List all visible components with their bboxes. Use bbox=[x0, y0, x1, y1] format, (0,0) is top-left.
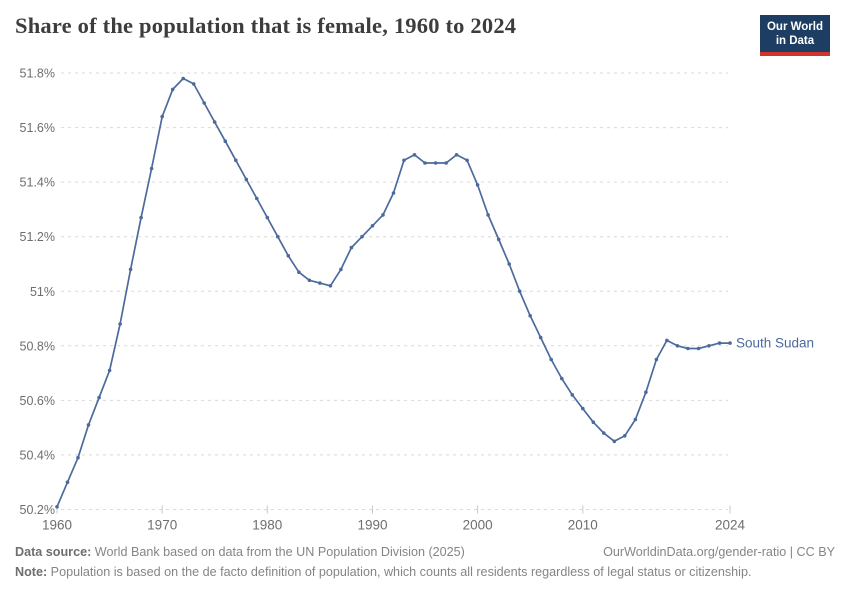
data-point-1982[interactable] bbox=[286, 254, 291, 258]
data-source-line: Data source: World Bank based on data fr… bbox=[15, 543, 465, 563]
data-point-2000[interactable] bbox=[475, 183, 480, 187]
data-point-2001[interactable] bbox=[486, 213, 490, 217]
data-point-1988[interactable] bbox=[349, 245, 354, 250]
data-point-1960[interactable] bbox=[55, 505, 59, 509]
data-point-1976[interactable] bbox=[223, 139, 228, 143]
data-point-1986[interactable] bbox=[328, 284, 333, 288]
data-point-2010[interactable] bbox=[581, 406, 585, 411]
data-point-2009[interactable] bbox=[570, 393, 575, 397]
data-point-1999[interactable] bbox=[465, 158, 469, 163]
data-point-1991[interactable] bbox=[381, 213, 385, 217]
data-point-2016[interactable] bbox=[644, 390, 648, 395]
data-point-2023[interactable] bbox=[717, 341, 722, 345]
data-point-2014[interactable] bbox=[623, 434, 627, 438]
data-point-2004[interactable] bbox=[517, 289, 522, 294]
x-axis-tick-label: 1970 bbox=[147, 518, 177, 533]
data-point-1997[interactable] bbox=[444, 161, 448, 165]
data-point-1990[interactable] bbox=[370, 224, 375, 228]
owid-logo-line1: Our World bbox=[766, 21, 823, 33]
y-axis-tick-label: 50.6% bbox=[20, 394, 55, 408]
data-point-1993[interactable] bbox=[402, 158, 406, 163]
data-point-2019[interactable] bbox=[675, 344, 680, 348]
data-point-2011[interactable] bbox=[591, 420, 596, 425]
x-axis-tick-label: 2010 bbox=[568, 518, 598, 533]
owid-logo[interactable]: Our World in Data bbox=[759, 15, 830, 56]
data-point-1983[interactable] bbox=[297, 270, 301, 275]
south-sudan-trend-line[interactable] bbox=[56, 77, 731, 508]
y-axis-tick-label: 51.4% bbox=[20, 176, 55, 190]
footer-row-source: Data source: World Bank based on data fr… bbox=[15, 543, 835, 563]
data-point-1980[interactable] bbox=[265, 215, 270, 220]
page-title: Share of the population that is female, … bbox=[15, 13, 517, 38]
data-point-1965[interactable] bbox=[107, 368, 112, 373]
x-axis-tick-label: 2024 bbox=[715, 518, 746, 533]
data-point-1970[interactable] bbox=[160, 114, 164, 119]
data-point-1998[interactable] bbox=[454, 153, 459, 157]
note-label: Note: bbox=[15, 564, 48, 579]
data-point-1971[interactable] bbox=[170, 87, 175, 92]
data-point-1994[interactable] bbox=[412, 153, 417, 157]
data-source-text: World Bank based on data from the UN Pop… bbox=[91, 545, 465, 559]
y-axis-tick-label: 50.4% bbox=[20, 448, 55, 462]
line-chart-plot-area: 51.8% 51.6% 51.4% 51.2% 51% 50.8% 50.6% 50.4% 50… bbox=[20, 67, 815, 533]
data-point-1996[interactable] bbox=[433, 161, 438, 165]
data-point-1992[interactable] bbox=[391, 191, 396, 195]
data-point-1974[interactable] bbox=[202, 101, 206, 105]
y-axis-tick-label: 51.2% bbox=[20, 230, 55, 244]
data-source-label: Data source: bbox=[15, 545, 92, 559]
data-point-2013[interactable] bbox=[612, 439, 617, 444]
data-point-2002[interactable] bbox=[496, 237, 501, 242]
footer-row-note: Note: Population is based on the de fact… bbox=[15, 563, 835, 583]
data-point-1984[interactable] bbox=[307, 278, 312, 283]
series-label-south-sudan[interactable]: South Sudan bbox=[736, 336, 814, 351]
data-point-1963[interactable] bbox=[86, 423, 91, 427]
data-point-2022[interactable] bbox=[707, 344, 711, 348]
data-point-1989[interactable] bbox=[360, 234, 364, 239]
data-point-2003[interactable] bbox=[507, 262, 512, 266]
data-point-1981[interactable] bbox=[276, 234, 280, 239]
data-point-2018[interactable] bbox=[665, 338, 669, 343]
data-point-2020[interactable] bbox=[686, 346, 690, 351]
data-point-2007[interactable] bbox=[549, 357, 553, 362]
data-point-1987[interactable] bbox=[339, 267, 343, 272]
y-axis-tick-label: 50.8% bbox=[20, 339, 55, 353]
y-axis-tick-label: 51.8% bbox=[20, 67, 55, 81]
y-axis-tick-label: 51% bbox=[30, 285, 55, 299]
data-point-2005[interactable] bbox=[528, 314, 532, 318]
data-point-2017[interactable] bbox=[654, 357, 659, 362]
data-point-2008[interactable] bbox=[560, 376, 564, 381]
data-point-1967[interactable] bbox=[128, 267, 133, 272]
data-point-1985[interactable] bbox=[318, 281, 322, 285]
owid-logo-line2: in Data bbox=[775, 35, 815, 47]
data-point-1995[interactable] bbox=[423, 161, 427, 165]
x-axis-tick-label: 2000 bbox=[463, 518, 493, 533]
data-point-2015[interactable] bbox=[633, 417, 638, 422]
y-axis-tick-label: 51.6% bbox=[20, 121, 55, 135]
data-point-1968[interactable] bbox=[139, 215, 143, 220]
data-point-1978[interactable] bbox=[244, 177, 249, 182]
note-text: Population is based on the de facto defi… bbox=[47, 564, 752, 579]
data-point-1962[interactable] bbox=[76, 455, 80, 460]
x-axis-tick-label: 1990 bbox=[357, 518, 387, 533]
data-point-2024[interactable] bbox=[728, 341, 732, 345]
data-point-1973[interactable] bbox=[191, 82, 196, 86]
owid-url-link[interactable]: OurWorldinData.org/gender-ratio | CC BY bbox=[603, 545, 835, 559]
data-point-2006[interactable] bbox=[538, 335, 543, 340]
x-axis-tick-label: 1980 bbox=[252, 518, 282, 533]
data-point-1972[interactable] bbox=[181, 76, 185, 81]
data-point-1969[interactable] bbox=[149, 166, 154, 171]
data-point-1964[interactable] bbox=[97, 395, 101, 400]
data-point-1961[interactable] bbox=[65, 480, 70, 485]
footer: Data source: World Bank based on data fr… bbox=[15, 543, 835, 582]
data-point-1975[interactable] bbox=[212, 120, 217, 124]
data-point-1966[interactable] bbox=[118, 322, 122, 326]
data-point-2021[interactable] bbox=[696, 346, 701, 351]
y-axis-tick-label: 50.2% bbox=[20, 503, 55, 517]
data-point-1977[interactable] bbox=[234, 158, 238, 163]
x-axis-tick-label: 1960 bbox=[42, 518, 72, 533]
data-point-2012[interactable] bbox=[602, 431, 606, 435]
data-point-1979[interactable] bbox=[254, 196, 259, 201]
